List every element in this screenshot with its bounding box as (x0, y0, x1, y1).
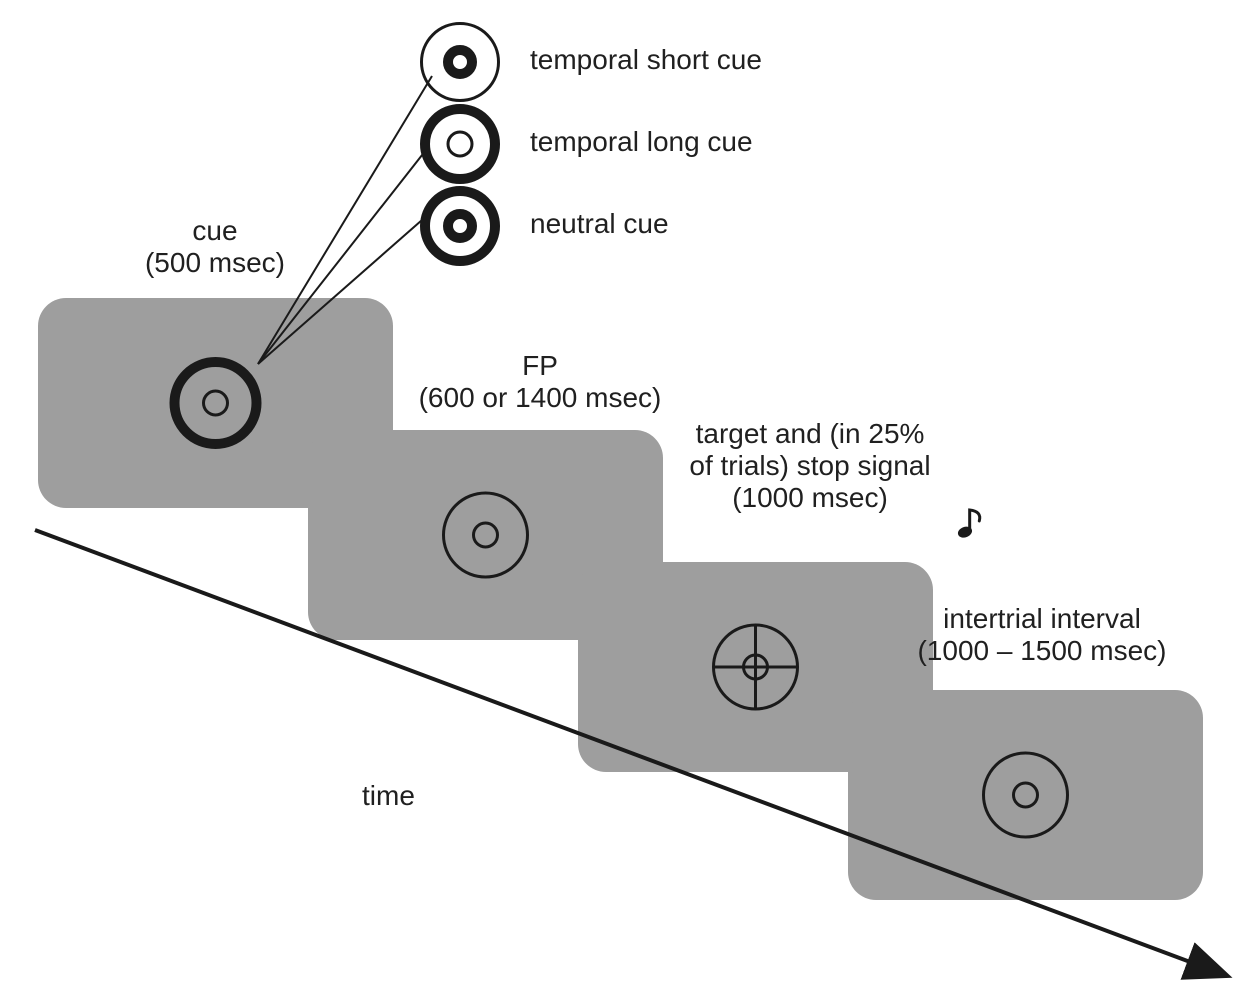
legend-label-short: temporal short cue (530, 44, 762, 76)
label-target: target and (in 25% of trials) stop signa… (610, 418, 1010, 515)
legend-neutral-inner-icon (448, 214, 472, 238)
legend-neutral-outer-icon (425, 191, 495, 261)
label-cue: cue (500 msec) (15, 215, 415, 279)
legend-long-outer-icon (425, 109, 495, 179)
time-axis-label: time (362, 780, 415, 812)
legend-short-inner-icon (448, 50, 472, 74)
label-fp: FP (600 or 1400 msec) (340, 350, 740, 414)
legend-long-inner-icon (448, 132, 472, 156)
legend-label-neutral: neutral cue (530, 208, 669, 240)
legend-label-long: temporal long cue (530, 126, 753, 158)
label-iti: intertrial interval (1000 – 1500 msec) (842, 603, 1242, 667)
legend-short-outer-icon (422, 24, 499, 101)
legend-icons (422, 24, 499, 262)
panel-iti (848, 690, 1203, 900)
diagram-stage: cue (500 msec) FP (600 or 1400 msec) tar… (0, 0, 1253, 984)
